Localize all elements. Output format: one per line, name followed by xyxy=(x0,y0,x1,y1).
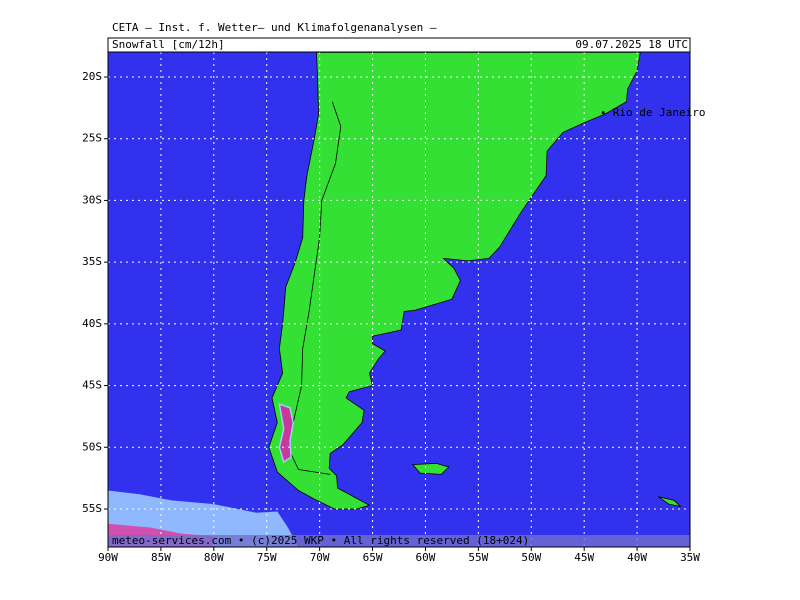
lon-label: 35W xyxy=(680,551,700,564)
lon-label: 80W xyxy=(204,551,224,564)
lon-label: 45W xyxy=(574,551,594,564)
lon-label: 90W xyxy=(98,551,118,564)
lat-label: 35S xyxy=(82,255,102,268)
lat-label: 20S xyxy=(82,70,102,83)
map: Rio de Janeiro meteo-services.com • (c)20… xyxy=(108,51,706,548)
lat-label: 30S xyxy=(82,193,102,206)
place-label: Rio de Janeiro xyxy=(613,106,706,119)
lat-label: 45S xyxy=(82,379,102,392)
lon-label: 55W xyxy=(468,551,488,564)
footer: meteo-services.com • (c)2025 WKP • All r… xyxy=(112,534,529,547)
land xyxy=(268,51,641,510)
lon-label: 85W xyxy=(151,551,171,564)
lon-label: 50W xyxy=(521,551,541,564)
lon-label: 40W xyxy=(627,551,647,564)
footer-band xyxy=(108,535,690,547)
lon-label: 60W xyxy=(416,551,436,564)
lat-label: 50S xyxy=(82,440,102,453)
island xyxy=(411,462,450,475)
lat-label: 55S xyxy=(82,502,102,515)
lon-label: 75W xyxy=(257,551,277,564)
valid-time: 09.07.2025 18 UTC xyxy=(575,38,688,51)
field-label: Snowfall [cm/12h] xyxy=(112,38,225,51)
map-frame xyxy=(107,51,691,548)
lat-label: 40S xyxy=(82,317,102,330)
lat-label: 25S xyxy=(82,132,102,145)
lon-label: 70W xyxy=(310,551,330,564)
title: CETA — Inst. f. Wetter— und Klimafolgena… xyxy=(112,21,437,34)
island xyxy=(658,496,682,508)
place-marker xyxy=(601,111,605,115)
lon-label: 65W xyxy=(363,551,383,564)
